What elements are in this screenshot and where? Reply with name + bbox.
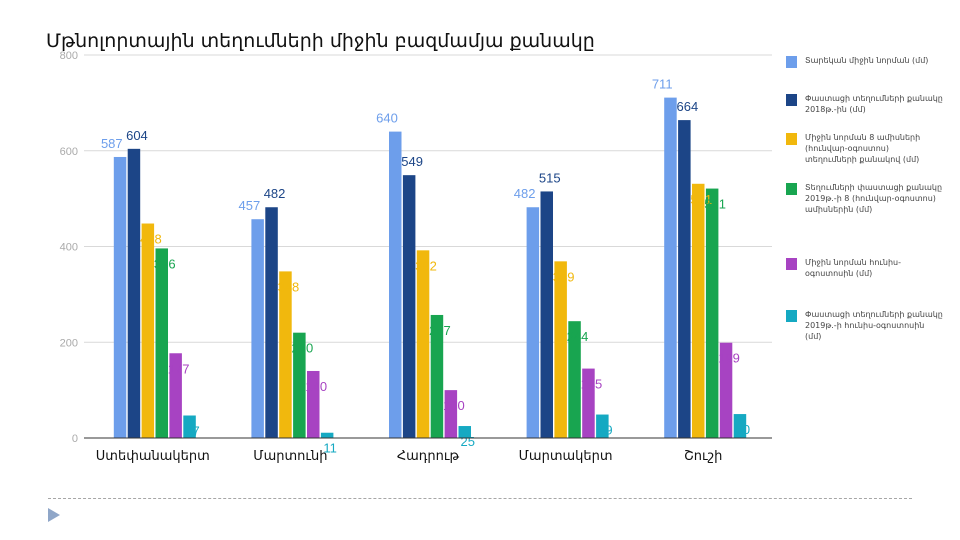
bar-value-label: 50: [736, 422, 750, 437]
legend-label: Միջին նորման 8 ամիսների (հունվար-օգոստոս…: [805, 133, 921, 164]
y-tick-label: 800: [60, 50, 78, 62]
legend-swatch: [786, 310, 797, 322]
bar: [733, 414, 747, 438]
play-triangle-icon: [48, 508, 60, 522]
y-tick-label: 600: [60, 146, 78, 158]
bar-value-label: 145: [581, 377, 603, 392]
bar-value-label: 140: [305, 379, 327, 394]
bar-value-label: 177: [168, 361, 190, 376]
legend-label: Տեղումների փաստացի քանակը 2019թ.-ի 8 (հո…: [805, 183, 943, 214]
bar-value-label: 664: [676, 99, 698, 114]
legend-label: Փաստացի տեղումների քանակը 2018թ.-ին (մմ): [805, 94, 943, 114]
bar-value-label: 396: [154, 256, 176, 271]
bar: [141, 223, 155, 438]
bar-value-label: 348: [278, 279, 300, 294]
bar-value-label: 220: [291, 341, 313, 356]
bar: [307, 370, 320, 438]
bar: [402, 175, 416, 438]
y-tick-label: 200: [60, 337, 78, 349]
y-axis-tick-labels: 0 200 400 600 800: [60, 50, 78, 445]
x-category-label: Շուշի: [684, 448, 722, 463]
bar-value-label: 457: [239, 198, 261, 213]
bar-value-label: 515: [539, 170, 561, 185]
y-tick-label: 400: [60, 242, 78, 254]
bar-value-label: 521: [704, 197, 726, 212]
bar-value-label: 100: [443, 398, 465, 413]
bar: [127, 148, 141, 438]
bar-value-label: 587: [101, 136, 123, 151]
bar: [416, 250, 430, 438]
bar-value-labels: 5876044483961774745748234822014011640549…: [101, 77, 750, 456]
bar-value-label: 640: [376, 111, 398, 126]
bar: [540, 191, 553, 438]
bar: [265, 207, 278, 438]
bar-value-label: 11: [323, 441, 337, 456]
y-tick-label: 0: [72, 433, 78, 445]
bar-value-label: 244: [567, 329, 589, 344]
bar: [582, 368, 595, 438]
legend-swatch: [786, 94, 797, 106]
bar: [705, 188, 719, 438]
legend-swatch: [786, 258, 797, 270]
bar-value-label: 47: [185, 423, 199, 438]
bar-value-label: 531: [690, 192, 712, 207]
bar-value-label: 257: [429, 323, 451, 338]
bar-value-label: 711: [652, 77, 673, 92]
bar: [430, 314, 444, 438]
x-category-label: Ստեփանակերտ: [96, 448, 210, 463]
bar: [389, 131, 402, 438]
bar-value-label: 482: [264, 186, 286, 201]
bar: [169, 353, 182, 438]
bar-value-label: 49: [598, 423, 612, 438]
bar-value-label: 392: [415, 258, 437, 273]
bar: [113, 156, 127, 438]
legend-swatch: [786, 183, 797, 195]
footer-divider: [48, 498, 912, 499]
bar: [293, 332, 306, 438]
bar-value-label: 369: [553, 269, 575, 284]
bar-value-label: 482: [514, 186, 536, 201]
bar: [279, 271, 292, 438]
bar: [183, 415, 196, 438]
bar: [664, 97, 677, 438]
legend-swatch: [786, 56, 797, 68]
bar-value-label: 25: [461, 434, 475, 449]
x-category-label: Մարտունի: [253, 448, 327, 463]
bar: [678, 120, 691, 439]
bar: [444, 390, 458, 438]
x-category-label: Հադրութ: [397, 448, 460, 463]
chart-bars: [113, 97, 747, 439]
legend-label: Տարեկան միջին նորման (մմ): [805, 56, 929, 65]
bar: [719, 342, 733, 438]
x-category-label: Մարտակերտ: [519, 448, 613, 463]
bar: [554, 261, 567, 438]
bar-value-label: 199: [718, 351, 740, 366]
bar: [526, 207, 540, 438]
bar-value-label: 604: [126, 128, 148, 143]
legend-swatch: [786, 133, 797, 145]
bar: [692, 183, 705, 438]
bar: [320, 432, 334, 438]
bar-value-label: 448: [140, 232, 162, 247]
chart-title: Մթնոլորտային տեղումների միջին բազմամյա ք…: [46, 30, 595, 52]
bar: [155, 248, 168, 438]
bar: [596, 414, 609, 438]
legend-label: Միջին նորման հունիս-օգոստոսին (մմ): [805, 258, 901, 278]
bar: [251, 219, 264, 438]
bar: [568, 321, 581, 438]
x-axis-category-labels: Ստեփանակերտ Մարտունի Հադրութ Մարտակերտ Շուշի: [96, 448, 723, 463]
legend-label: Փաստացի տեղումների քանակը 2019թ.-ի հունի…: [805, 310, 943, 341]
bar: [458, 426, 471, 438]
bar-value-label: 549: [401, 154, 423, 169]
